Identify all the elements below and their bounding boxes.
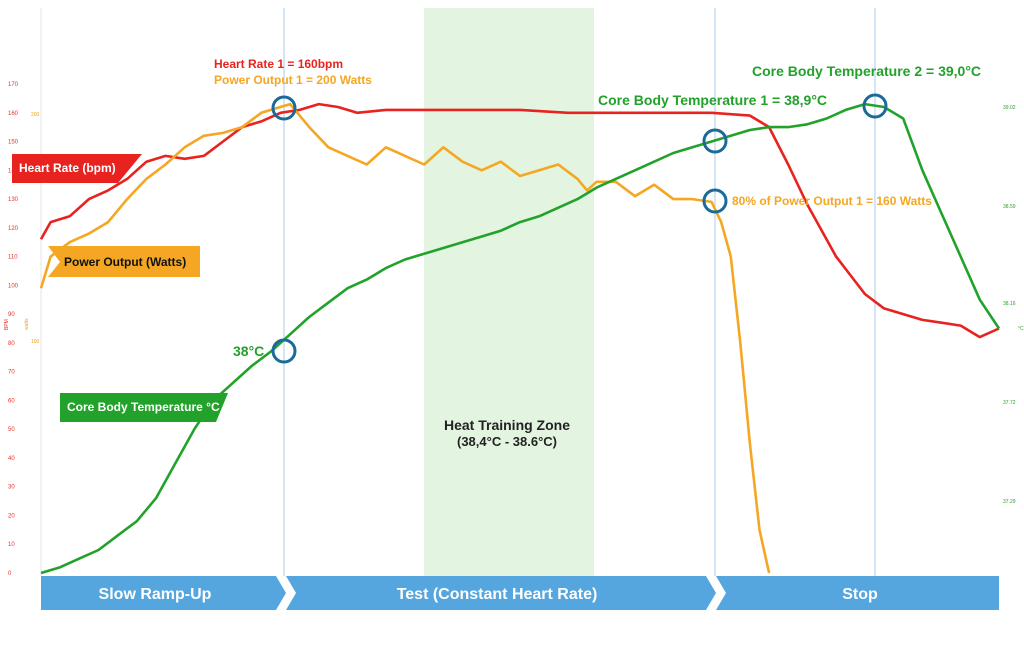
marker-core-temp-2 <box>862 93 888 119</box>
annotation-heart-rate-1: Heart Rate 1 = 160bpm <box>214 57 343 71</box>
power-axis-title: watts <box>24 318 30 330</box>
power-tick-label: 100 <box>31 339 40 345</box>
left-tick-label: 160 <box>8 111 19 117</box>
left-tick-label: 100 <box>8 283 19 289</box>
phase-slow-ramp-up <box>41 576 286 610</box>
phase-stop <box>716 576 999 610</box>
tag-core-temp-label: Core Body Temperature °C <box>67 400 220 414</box>
zone-range: (38,4°C - 38.6°C) <box>457 434 557 449</box>
tag-heart-rate: Heart Rate (bpm) <box>12 154 142 183</box>
left-tick-label: 0 <box>8 571 12 577</box>
left-tick-label: 150 <box>8 140 19 146</box>
right-tick-label: 38.59 <box>1003 204 1016 210</box>
left-tick-label: 120 <box>8 226 19 232</box>
left-axis-title: BPM <box>4 319 10 330</box>
left-tick-label: 40 <box>8 456 15 462</box>
tag-heart-rate-label: Heart Rate (bpm) <box>19 161 116 175</box>
annotation-core-temp-1: Core Body Temperature 1 = 38,9°C <box>598 92 827 108</box>
phase-label-stop: Stop <box>842 586 878 603</box>
left-tick-label: 90 <box>8 312 15 318</box>
tag-power-output-label: Power Output (Watts) <box>64 255 186 269</box>
annotation-power-output-1: Power Output 1 = 200 Watts <box>214 73 372 87</box>
annotation-power-80: 80% of Power Output 1 = 160 Watts <box>732 194 932 208</box>
right-tick-label: 37.72 <box>1003 400 1016 406</box>
right-axis-ticks: 37.29 37.72 38.16 38.59 39.02 <box>1003 105 1016 505</box>
right-axis-title: °C <box>1018 326 1024 332</box>
marker-38c <box>271 338 297 364</box>
right-tick-label: 39.02 <box>1003 105 1016 111</box>
left-tick-label: 110 <box>8 255 18 261</box>
marker-core-temp-1 <box>702 128 728 154</box>
zone-title: Heat Training Zone <box>444 417 570 433</box>
series-power-output <box>39 102 771 574</box>
left-tick-label: 30 <box>8 485 15 491</box>
heat-training-zone-band <box>424 8 594 576</box>
tag-heart-rate-shape <box>12 154 142 183</box>
left-tick-label: 50 <box>8 427 15 433</box>
phase-dividers <box>283 8 876 576</box>
left-tick-label: 130 <box>8 197 19 203</box>
phase-bar: Slow Ramp-Up Test (Constant Heart Rate) … <box>41 576 999 610</box>
tag-power-output: Power Output (Watts) <box>48 246 200 277</box>
left-tick-label: 80 <box>8 341 15 347</box>
left-tick-label: 170 <box>8 82 19 88</box>
phase-label-ramp-up: Slow Ramp-Up <box>99 586 212 603</box>
left-tick-label: 20 <box>8 513 15 519</box>
phase-label-test: Test (Constant Heart Rate) <box>397 586 598 603</box>
left-tick-label: 10 <box>8 542 15 548</box>
right-tick-label: 37.29 <box>1003 499 1016 505</box>
markers <box>271 93 888 364</box>
right-tick-label: 38.16 <box>1003 301 1016 307</box>
left-tick-label: 70 <box>8 370 15 376</box>
tag-power-output-shape <box>48 246 200 277</box>
annotation-38c: 38°C <box>233 343 264 359</box>
annotation-core-temp-2: Core Body Temperature 2 = 39,0°C <box>752 63 981 79</box>
phase-test-constant-hr <box>286 576 716 610</box>
marker-power-80 <box>702 188 728 214</box>
power-axis-ticks: 100 200 <box>31 112 40 345</box>
series-heart-rate <box>39 102 1000 339</box>
marker-hr-po-1 <box>271 95 297 121</box>
power-tick-label: 200 <box>31 112 40 118</box>
tag-core-temp-shape <box>60 393 228 422</box>
tag-core-temp: Core Body Temperature °C <box>60 393 228 422</box>
left-tick-label: 60 <box>8 398 15 404</box>
